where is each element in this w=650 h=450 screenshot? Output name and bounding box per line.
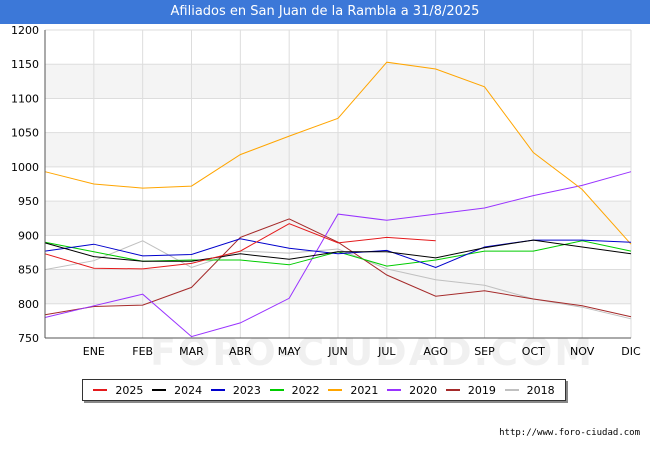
- legend-label: 2023: [232, 383, 261, 397]
- y-tick-label: 1000: [11, 161, 39, 174]
- legend-swatch: [269, 389, 284, 391]
- axes: [44, 30, 631, 339]
- legend-item-2024: 2024: [152, 384, 202, 397]
- x-tick-label: ENE: [83, 345, 105, 358]
- series-layer: [44, 61, 632, 338]
- line-chart: 750 800 850 900 950 1000 1050 1100 1150 1200 ENE F…: [11, 24, 641, 358]
- x-tick-label: ABR: [229, 345, 252, 358]
- x-tick-label: AGO: [423, 345, 448, 358]
- legend-item-2022: 2022: [269, 383, 320, 397]
- x-tick-label: FEB: [132, 345, 153, 358]
- legend-label: 2019: [467, 383, 496, 397]
- legend-item-2020: 2020: [387, 384, 437, 397]
- series-line-2024: [44, 239, 632, 262]
- legend-label: 2018: [526, 383, 555, 397]
- y-tick-label: 1150: [11, 58, 39, 71]
- legend-swatch: [328, 389, 343, 391]
- source-url: http://www.foro-ciudad.com: [499, 428, 640, 438]
- legend-label: 2020: [409, 383, 438, 397]
- legend-swatch: [152, 389, 167, 391]
- y-tick-labels: 750 800 850 900 950 1000 1050 1100 1150 1200: [11, 24, 39, 345]
- y-tick-label: 1100: [11, 92, 39, 105]
- legend-label: 2021: [350, 383, 379, 397]
- legend-swatch: [504, 389, 519, 391]
- y-tick-label: 900: [18, 229, 39, 242]
- legend-label: 2022: [291, 383, 320, 397]
- y-tick-label: 800: [18, 298, 39, 311]
- legend-label: 2024: [174, 383, 203, 397]
- x-tick-labels: ENE FEB MAR ABR MAY JUN JUL AGO SEP OCT NOV DIC: [83, 345, 641, 358]
- x-tick-label: JUN: [327, 345, 348, 358]
- legend-item-2021: 2021: [328, 384, 378, 397]
- legend-swatch: [445, 389, 460, 391]
- series-line-2021: [44, 61, 632, 245]
- x-tick-label: DIC: [621, 345, 641, 358]
- legend-swatch: [93, 389, 108, 391]
- x-tick-label: NOV: [570, 345, 595, 358]
- legend: 2025 2024 2023 2022 2021 2020 2019 2018: [82, 379, 566, 401]
- legend-swatch: [387, 389, 402, 391]
- series-line-2019: [44, 218, 632, 318]
- legend-item-2019: 2019: [445, 383, 496, 397]
- legend-item-2023: 2023: [210, 383, 261, 397]
- y-tick-label: 1200: [11, 24, 39, 37]
- y-tick-label: 850: [18, 264, 39, 277]
- x-tick-label: JUL: [377, 345, 396, 358]
- legend-label: 2025: [115, 383, 144, 397]
- x-tick-label: OCT: [522, 345, 545, 358]
- y-tick-label: 750: [18, 332, 39, 345]
- x-tick-label: MAR: [179, 345, 204, 358]
- y-tick-label: 950: [18, 195, 39, 208]
- legend-swatch: [210, 389, 225, 391]
- x-tick-label: SEP: [474, 345, 495, 358]
- legend-item-2025: 2025: [93, 384, 143, 397]
- series-line-2020: [44, 171, 632, 338]
- chart-title: Afiliados en San Juan de la Rambla a 31/…: [0, 0, 650, 24]
- legend-item-2018: 2018: [504, 383, 555, 397]
- series-line-2025: [44, 223, 436, 270]
- y-tick-label: 1050: [11, 127, 39, 140]
- x-tick-label: MAY: [278, 345, 301, 358]
